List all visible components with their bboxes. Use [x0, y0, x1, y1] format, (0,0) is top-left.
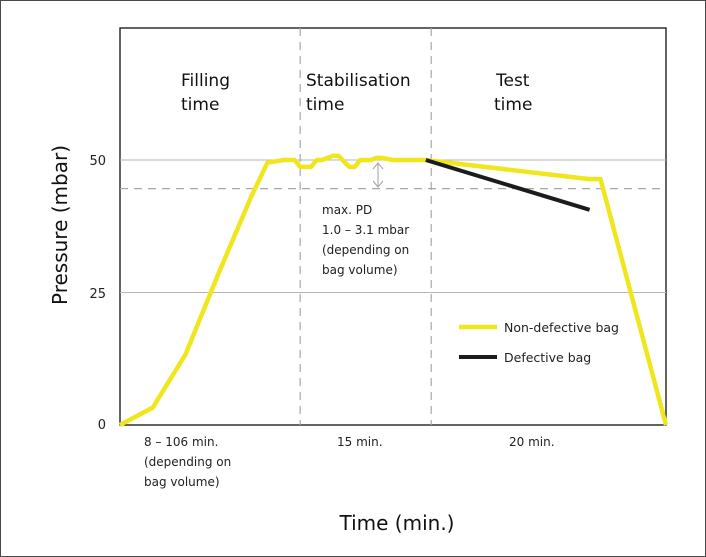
plot-area: [119, 27, 667, 426]
phase-label-filling-1: Filling: [181, 71, 230, 91]
pd-note-line-1: max. PD: [322, 203, 372, 217]
duration-filling-line-3: bag volume): [144, 475, 220, 489]
phase-label-test-1: Test: [495, 71, 530, 91]
phase-label-test-2: time: [494, 95, 532, 115]
y-tick-label-50: 50: [89, 154, 106, 169]
pd-arrow: [372, 162, 384, 188]
x-axis-title: Time (min.): [339, 511, 455, 535]
phase-label-stabilisation-2: time: [306, 95, 344, 115]
pd-note-line-3: (depending on: [322, 243, 409, 257]
legend-label-defective: Defective bag: [504, 350, 591, 365]
duration-stabilisation: 15 min.: [337, 435, 383, 449]
y-axis-title: Pressure (mbar): [48, 145, 72, 305]
pd-note-line-2: 1.0 – 3.1 mbar: [322, 223, 409, 237]
duration-test: 20 min.: [509, 435, 555, 449]
pd-note-line-4: bag volume): [322, 263, 398, 277]
legend-label-non-defective: Non-defective bag: [504, 320, 619, 335]
y-tick-label-0: 0: [98, 418, 106, 433]
phase-label-filling-2: time: [181, 95, 219, 115]
duration-filling-line-2: (depending on: [144, 455, 231, 469]
phase-label-stabilisation-1: Stabilisation: [306, 71, 411, 91]
y-tick-label-25: 25: [89, 287, 106, 302]
duration-filling-line-1: 8 – 106 min.: [144, 435, 218, 449]
series-line-non-defective-bag: [118, 153, 669, 427]
series-line-defective-bag: [425, 158, 591, 212]
